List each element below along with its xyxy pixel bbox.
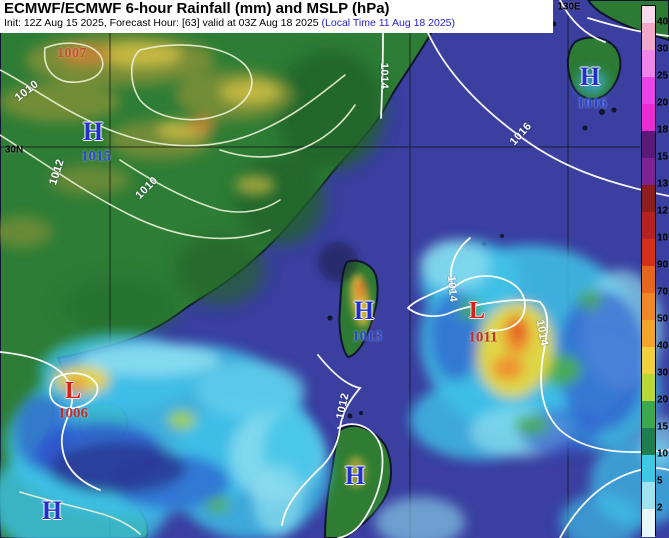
subtitle-init-text: Init: 12Z Aug 15 2025, Forecast Hour: [6… — [4, 17, 322, 29]
colorbar-segment — [642, 401, 655, 428]
colorbar-segment — [642, 212, 655, 239]
colorbar-segment — [642, 185, 655, 212]
colorbar-segment — [642, 77, 655, 104]
rainfall-colorbar: 40 30 25 20 18 15 13 12 10 90 70 50 40 30 20 15 10 5 2 — [641, 5, 669, 537]
colorbar-segment — [642, 23, 655, 50]
isobars-land — [0, 42, 356, 535]
colorbar-segment — [642, 104, 655, 131]
chart-subtitle: Init: 12Z Aug 15 2025, Forecast Hour: [6… — [4, 17, 549, 30]
colorbar-tick-label: 50 — [657, 313, 669, 325]
colorbar-segment — [642, 374, 655, 401]
subtitle-local-time: (Local Time 11 Aug 18 2025) — [321, 17, 456, 29]
colorbar-tick-label: 18 — [657, 124, 669, 136]
chart-title: ECMWF/ECMWF 6-hour Rainfall (mm) and MSL… — [4, 0, 390, 17]
colorbar-blocks — [641, 5, 656, 537]
colorbar-segment — [642, 6, 655, 23]
colorbar-segment — [642, 266, 655, 293]
colorbar-segment — [642, 50, 655, 77]
colorbar-tick-label: 2 — [657, 502, 663, 514]
dark-smudge — [318, 242, 358, 282]
colorbar-tick-label: 20 — [657, 394, 669, 406]
colorbar-segment — [642, 428, 655, 455]
colorbar-tick-label: 15 — [657, 421, 669, 433]
colorbar-tick-label: 10 — [657, 448, 669, 460]
colorbar-tick-label: 40 — [657, 16, 669, 28]
colorbar-tick-label: 70 — [657, 286, 669, 298]
colorbar-tick-label: 12 — [657, 205, 669, 217]
colorbar-tick-label: 30 — [657, 43, 669, 55]
colorbar-segment — [642, 293, 655, 320]
colorbar-segment — [642, 131, 655, 158]
colorbar-tick-label: 40 — [657, 340, 669, 352]
colorbar-segment — [642, 509, 655, 537]
colorbar-tick-label: 90 — [657, 259, 669, 271]
colorbar-tick-label: 25 — [657, 70, 669, 82]
colorbar-tick-label: 20 — [657, 97, 669, 109]
rainfall-southwest — [0, 334, 330, 538]
island-taiwan — [327, 259, 379, 359]
colorbar-tick-label: 30 — [657, 367, 669, 379]
colorbar-tick-label: 5 — [657, 475, 663, 487]
colorbar-tick-label: 13 — [657, 178, 669, 190]
colorbar-segment — [642, 347, 655, 374]
colorbar-segment — [642, 158, 655, 185]
colorbar-tick-label: 10 — [657, 232, 669, 244]
island-luzon — [323, 409, 392, 538]
title-bar: ECMWF/ECMWF 6-hour Rainfall (mm) and MSL… — [0, 0, 553, 33]
colorbar-segment — [642, 455, 655, 482]
colorbar-tick-label: 15 — [657, 151, 669, 163]
rainfall-east — [410, 240, 662, 460]
colorbar-segment — [642, 320, 655, 347]
colorbar-segment — [642, 239, 655, 266]
colorbar-segment — [642, 482, 655, 509]
